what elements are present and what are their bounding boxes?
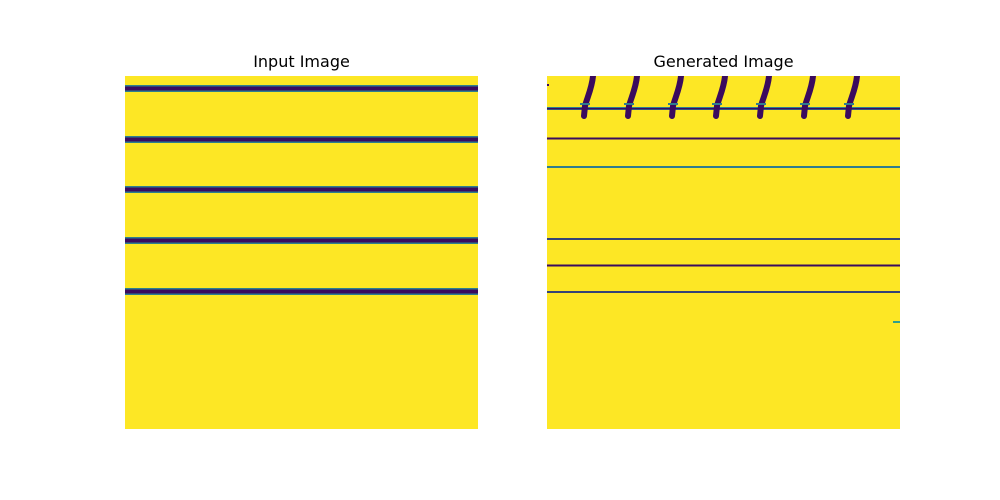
left-panel-title: Input Image bbox=[253, 52, 350, 71]
generated-stripe bbox=[547, 137, 900, 140]
generated-hook bbox=[713, 76, 728, 119]
generated-artifact bbox=[893, 321, 900, 323]
generated-hook bbox=[625, 76, 640, 119]
generated-stripe bbox=[547, 238, 900, 240]
generated-stripe bbox=[547, 166, 900, 168]
generated-hook bbox=[845, 76, 860, 119]
generated-image-canvas bbox=[547, 76, 900, 323]
generated-hook bbox=[757, 76, 772, 119]
generated-artifact bbox=[547, 84, 549, 86]
input-stripes bbox=[125, 85, 478, 295]
generated-hook bbox=[669, 76, 684, 119]
generated-stripes bbox=[547, 84, 900, 323]
input-stripe bbox=[125, 238, 478, 243]
generated-hook bbox=[801, 76, 816, 119]
input-stripe bbox=[125, 137, 478, 142]
input-stripe bbox=[125, 86, 478, 91]
right-panel-title: Generated Image bbox=[653, 52, 794, 71]
generated-image bbox=[547, 76, 900, 429]
input-image bbox=[125, 76, 478, 429]
generated-hooks bbox=[581, 76, 860, 119]
generated-stripe bbox=[547, 291, 900, 293]
generated-stripe bbox=[547, 264, 900, 267]
input-stripe bbox=[125, 187, 478, 192]
generated-stripe bbox=[547, 108, 900, 110]
generated-hook bbox=[581, 76, 596, 119]
input-image-canvas bbox=[125, 85, 478, 295]
input-stripe bbox=[125, 289, 478, 294]
